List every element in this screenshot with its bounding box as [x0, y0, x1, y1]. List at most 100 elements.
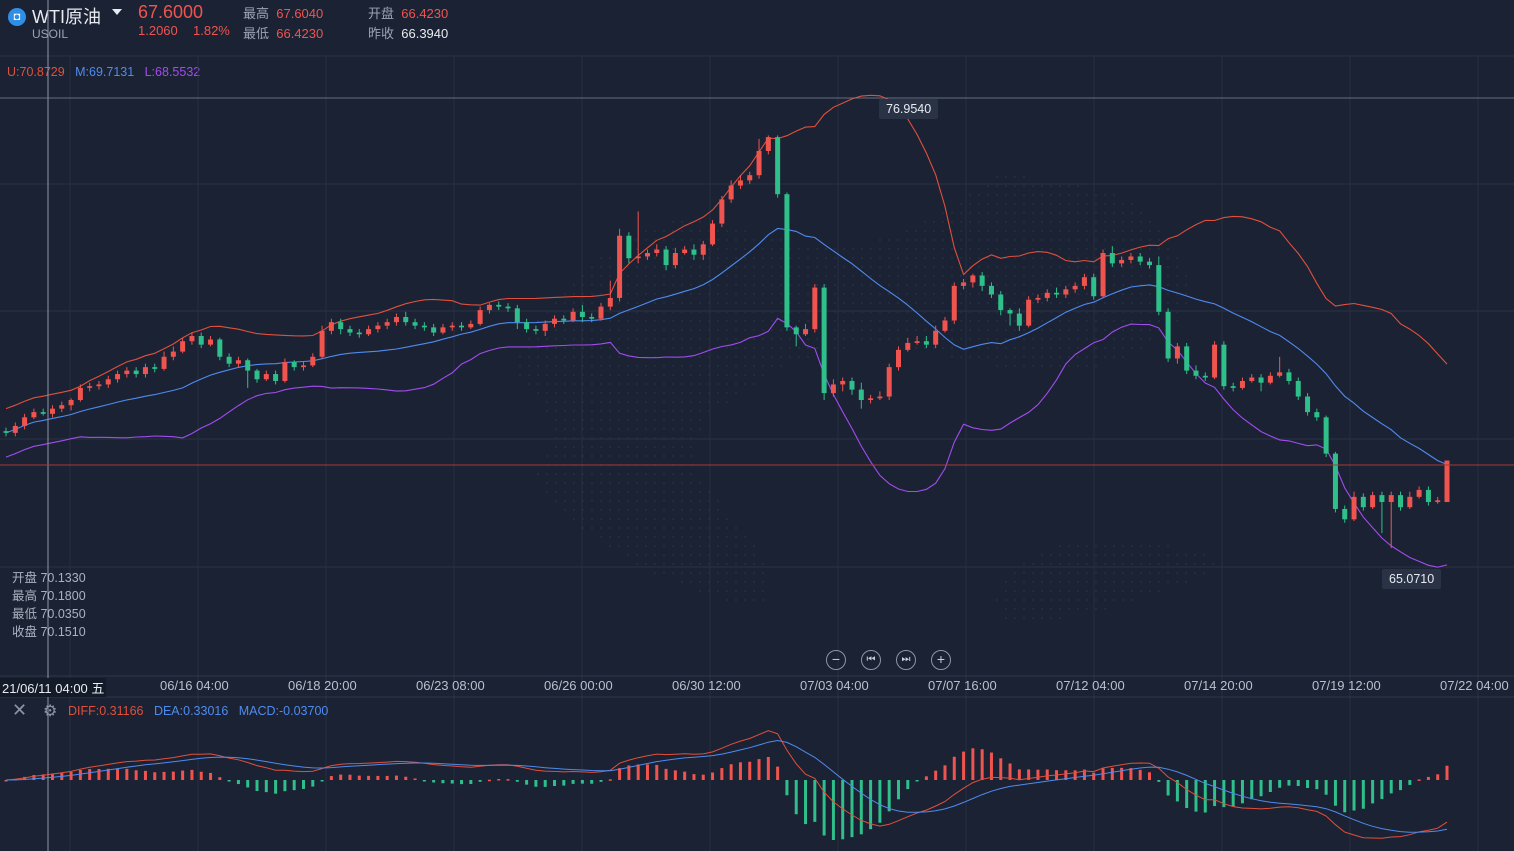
map-dot	[1077, 599, 1079, 601]
macd-bar	[748, 761, 752, 780]
macd-bar	[292, 780, 296, 791]
map-dot	[735, 383, 737, 385]
map-dot	[591, 482, 593, 484]
gear-icon[interactable]: ⚙	[43, 703, 58, 720]
map-dot	[564, 356, 566, 358]
map-dot	[600, 536, 602, 538]
map-dot	[708, 356, 710, 358]
map-dot	[996, 185, 998, 187]
map-dot	[573, 482, 575, 484]
map-dot	[690, 410, 692, 412]
map-dot	[1113, 599, 1115, 601]
map-dot	[1113, 338, 1115, 340]
map-dot	[1014, 221, 1016, 223]
map-dot	[744, 284, 746, 286]
map-dot	[1014, 275, 1016, 277]
map-dot	[627, 311, 629, 313]
map-dot	[879, 266, 881, 268]
map-dot	[780, 329, 782, 331]
map-dot	[978, 329, 980, 331]
macd-bar	[896, 780, 900, 800]
map-dot	[690, 500, 692, 502]
map-dot	[555, 428, 557, 430]
map-dot	[960, 320, 962, 322]
chevron-down-icon[interactable]	[112, 9, 122, 15]
map-dot	[582, 383, 584, 385]
map-dot	[1149, 320, 1151, 322]
map-dot	[1077, 302, 1079, 304]
scroll-end-button[interactable]: ⏭	[896, 650, 916, 670]
map-dot	[744, 536, 746, 538]
map-dot	[609, 473, 611, 475]
map-dot	[600, 509, 602, 511]
candle-body	[914, 341, 920, 343]
map-dot	[1032, 239, 1034, 241]
candle-body	[728, 185, 734, 200]
scroll-start-button[interactable]: ⏮	[861, 650, 881, 670]
high-stat: 最高 67.6040	[243, 6, 324, 21]
map-dot	[672, 455, 674, 457]
map-dot	[663, 275, 665, 277]
map-dot	[1122, 257, 1124, 259]
map-dot	[906, 248, 908, 250]
macd-bar	[311, 780, 315, 787]
boll-lower-line	[5, 317, 1448, 568]
map-dot	[618, 509, 620, 511]
map-dot	[906, 302, 908, 304]
map-dot	[852, 284, 854, 286]
map-dot	[1032, 293, 1034, 295]
map-dot	[1086, 275, 1088, 277]
map-dot	[834, 248, 836, 250]
map-dot	[744, 365, 746, 367]
candle-body	[542, 323, 548, 331]
map-dot	[1032, 590, 1034, 592]
map-dot	[951, 347, 953, 349]
map-dot	[690, 338, 692, 340]
map-dot	[1185, 302, 1187, 304]
map-dot	[771, 284, 773, 286]
macd-bar	[962, 751, 966, 780]
map-dot	[663, 293, 665, 295]
zoom-out-button[interactable]: −	[826, 650, 846, 670]
map-dot	[933, 257, 935, 259]
map-dot	[1059, 230, 1061, 232]
map-dot	[654, 446, 656, 448]
map-dot	[726, 572, 728, 574]
map-dot	[843, 248, 845, 250]
map-dot	[924, 230, 926, 232]
map-dot	[996, 176, 998, 178]
map-dot	[1041, 356, 1043, 358]
candle-body	[208, 339, 214, 345]
map-dot	[942, 239, 944, 241]
close-icon[interactable]: ✕	[12, 700, 28, 720]
macd-bar	[571, 780, 575, 784]
map-dot	[1113, 275, 1115, 277]
map-dot	[1005, 230, 1007, 232]
map-dot	[798, 320, 800, 322]
map-dot	[726, 536, 728, 538]
map-dot	[645, 554, 647, 556]
map-dot	[690, 572, 692, 574]
zoom-in-button[interactable]: +	[931, 650, 951, 670]
candle-body	[719, 199, 725, 224]
map-dot	[681, 374, 683, 376]
x-axis-label: 06/30 12:00	[672, 678, 741, 693]
map-dot	[1167, 248, 1169, 250]
map-dot	[1194, 563, 1196, 565]
map-dot	[555, 446, 557, 448]
map-dot	[771, 302, 773, 304]
map-dot	[1149, 572, 1151, 574]
map-dot	[780, 239, 782, 241]
map-dot	[717, 248, 719, 250]
map-dot	[618, 347, 620, 349]
instrument-name[interactable]: WTI原油	[32, 7, 101, 27]
map-dot	[627, 401, 629, 403]
map-dot	[1086, 230, 1088, 232]
map-dot	[1023, 356, 1025, 358]
map-dot	[798, 311, 800, 313]
map-dot	[1005, 365, 1007, 367]
map-dot	[1023, 608, 1025, 610]
candle-body	[1137, 256, 1143, 262]
map-dot	[609, 374, 611, 376]
